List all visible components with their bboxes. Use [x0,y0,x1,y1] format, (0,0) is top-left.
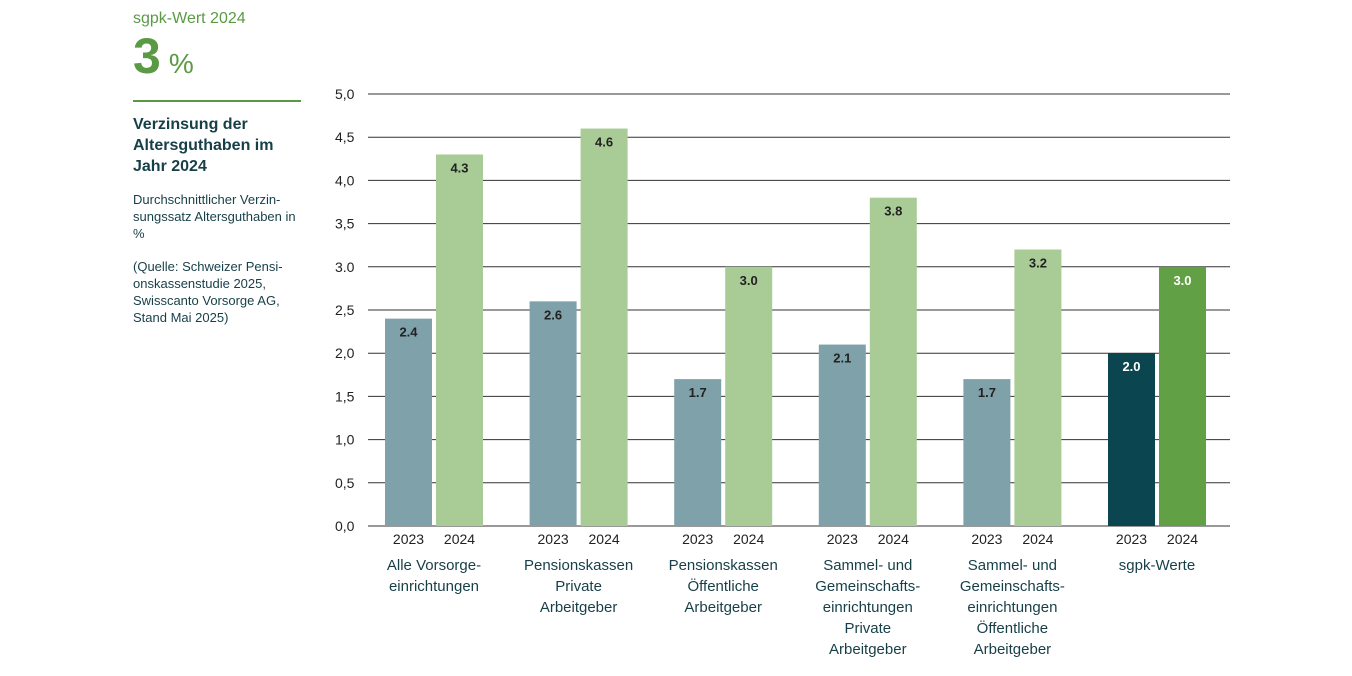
bar [725,266,773,526]
bar [1014,249,1062,526]
bar [674,379,722,526]
data-label: 2.1 [833,351,851,366]
category-label: Sammel- und [823,557,912,574]
bar [436,154,483,527]
y-tick-label: 0,0 [335,518,355,534]
category-label: Öffentliche [977,619,1048,637]
data-label: 3.0 [1173,273,1191,288]
chart-source: (Quelle: Schweizer Pensi-onskassenstudie… [133,259,283,325]
y-tick-label: 4,0 [335,172,355,188]
category-label: einrichtungen [823,599,913,616]
x-year-label: 2024 [733,531,764,547]
category-label: Gemeinschafts- [815,578,920,595]
x-year-label: 2023 [971,531,1002,547]
y-tick-label: 3,5 [335,216,355,232]
data-label: 2.0 [1122,359,1140,374]
x-year-label: 2024 [878,531,909,547]
y-tick-label: 1,0 [335,432,355,448]
category-label: Alle Vorsorge- [387,557,481,574]
bar [1159,266,1206,526]
chart-description: Durchschnittlicher Verzin-sungssatz Alte… [133,192,296,241]
category-label: einrichtungen [389,578,479,595]
data-label: 3.0 [740,273,758,288]
x-year-label: 2024 [1167,531,1198,547]
bar [385,318,432,526]
category-label: sgpk-Werte [1119,557,1195,574]
chart-subtitle: Verzinsung der Altersguthaben im Jahr 20… [133,116,274,175]
x-year-label: 2023 [827,531,858,547]
category-label: Öffentliche [687,577,758,595]
headline-unit: % [168,48,194,79]
data-label: 4.6 [595,135,613,150]
category-label: einrichtungen [967,599,1057,616]
bar [529,301,577,526]
x-year-label: 2024 [444,531,475,547]
data-label: 1.7 [978,385,996,400]
x-year-label: 2023 [682,531,713,547]
category-label: Sammel- und [968,557,1057,574]
x-year-label: 2024 [589,531,620,547]
category-label: Arbeitgeber [540,599,618,616]
headline-number: 3 [133,28,161,84]
data-label: 3.2 [1029,256,1047,271]
bar [580,128,628,526]
data-label: 1.7 [689,385,707,400]
x-year-label: 2023 [538,531,569,547]
category-label: Arbeitgeber [829,641,907,658]
bar [1108,353,1155,526]
y-tick-label: 2,5 [335,302,355,318]
category-label: Arbeitgeber [684,599,762,616]
category-label: Private [844,620,891,637]
category-label: Arbeitgeber [974,641,1052,658]
headline-value: 3% [133,30,303,90]
category-label: Private [555,578,602,595]
y-tick-label: 1,5 [335,388,355,404]
y-tick-label: 5,0 [335,86,355,102]
data-label: 4.3 [450,160,468,175]
bar [869,197,917,526]
y-tick-label: 2,0 [335,345,355,361]
bar [818,344,866,526]
y-tick-label: 4,5 [335,129,355,145]
sgpk-label: sgpk-Wert 2024 [133,10,246,27]
x-year-label: 2023 [393,531,424,547]
data-label: 3.8 [884,204,902,219]
x-year-label: 2024 [1022,531,1053,547]
sidebar: sgpk-Wert 2024 3% Verzinsung der Altersg… [133,8,303,326]
data-label: 2.6 [544,307,562,322]
x-year-label: 2023 [1116,531,1147,547]
category-label: Gemeinschafts- [960,578,1065,595]
data-label: 2.4 [399,325,418,340]
category-label: Pensionskassen [669,557,778,574]
y-tick-label: 3.0 [335,259,355,275]
category-label: Pensionskassen [524,557,633,574]
bar [963,379,1011,526]
divider [133,100,301,102]
y-tick-label: 0,5 [335,475,355,491]
